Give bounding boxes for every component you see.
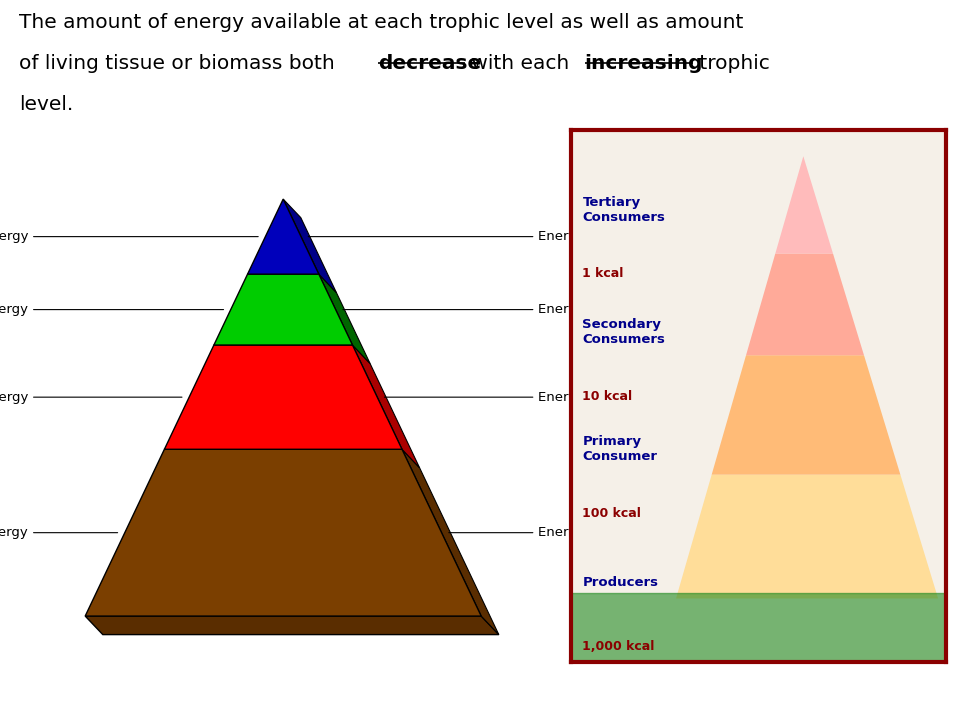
Text: Primary
Consumer: Primary Consumer xyxy=(583,436,658,463)
Polygon shape xyxy=(402,449,499,634)
Text: 0.1% energy: 0.1% energy xyxy=(0,230,258,243)
Text: Tertiary
Consumers: Tertiary Consumers xyxy=(583,196,665,223)
Text: 1 kcal: 1 kcal xyxy=(583,267,624,280)
Polygon shape xyxy=(164,345,402,449)
Text: level.: level. xyxy=(19,95,74,114)
Text: of living tissue or biomass both: of living tissue or biomass both xyxy=(19,54,342,73)
Polygon shape xyxy=(85,616,499,634)
Polygon shape xyxy=(676,474,938,598)
Text: Secondary
Consumers: Secondary Consumers xyxy=(583,318,665,346)
Polygon shape xyxy=(746,253,864,355)
Text: Energy of tertiary consumers: Energy of tertiary consumers xyxy=(308,230,733,243)
Text: The amount of energy available at each trophic level as well as amount: The amount of energy available at each t… xyxy=(19,14,744,32)
Text: 100 kcal: 100 kcal xyxy=(583,507,641,520)
Polygon shape xyxy=(776,156,833,253)
Polygon shape xyxy=(711,355,900,474)
Text: decrease: decrease xyxy=(378,54,481,73)
Text: 10 kcal: 10 kcal xyxy=(583,390,633,402)
Polygon shape xyxy=(283,199,336,293)
Polygon shape xyxy=(248,199,319,274)
Text: Energy of secondary consumers: Energy of secondary consumers xyxy=(343,303,753,316)
Text: 1,000 kcal: 1,000 kcal xyxy=(583,640,655,653)
Text: increasing: increasing xyxy=(585,54,703,73)
Text: 100% energy: 100% energy xyxy=(0,526,118,539)
Text: Energy of primary consumers: Energy of primary consumers xyxy=(384,391,735,404)
Polygon shape xyxy=(214,274,352,345)
Text: with each: with each xyxy=(465,54,576,73)
Text: Energy of producers: Energy of producers xyxy=(448,526,673,539)
Polygon shape xyxy=(352,345,420,468)
Text: 10% energy: 10% energy xyxy=(0,391,182,404)
Polygon shape xyxy=(319,274,371,364)
Polygon shape xyxy=(85,449,481,616)
Text: Producers: Producers xyxy=(583,576,659,589)
Text: 1% energy: 1% energy xyxy=(0,303,224,316)
Bar xyxy=(571,593,946,662)
Text: trophic: trophic xyxy=(693,54,770,73)
